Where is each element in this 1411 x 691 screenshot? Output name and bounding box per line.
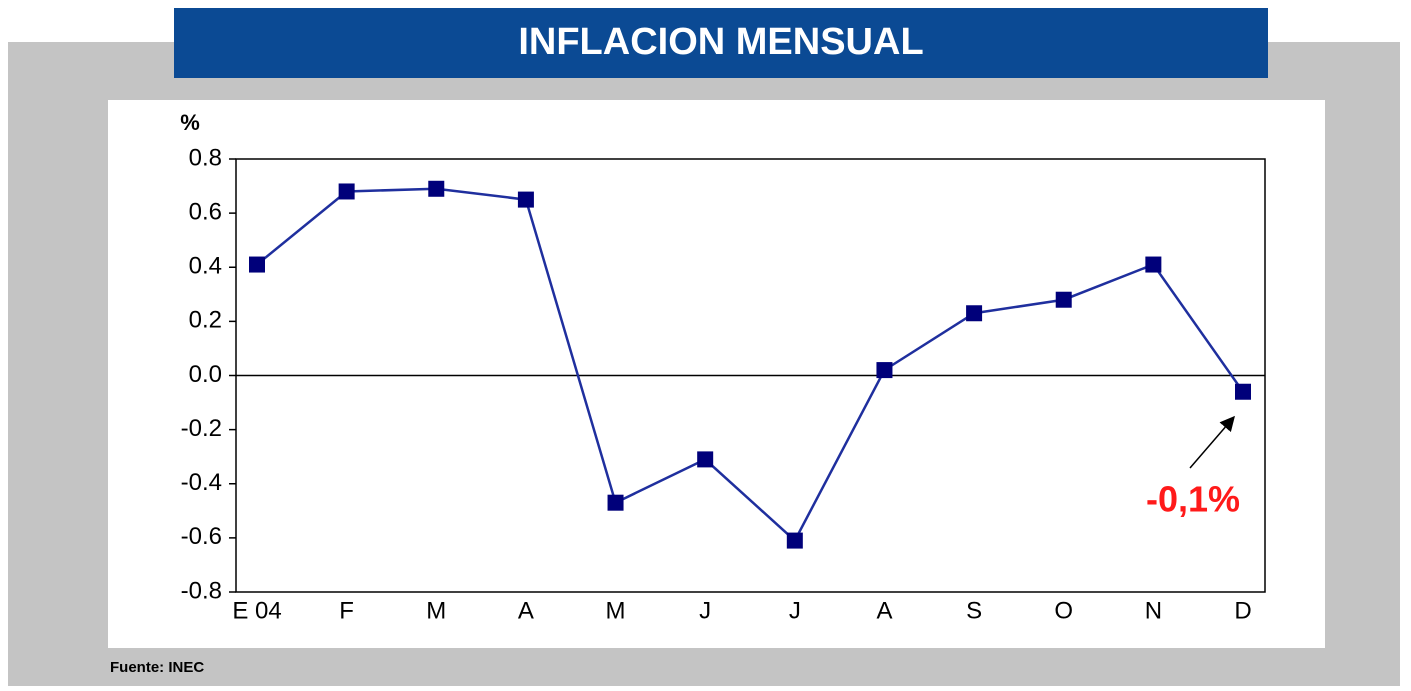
point-marker: [249, 256, 265, 273]
y-tick-label: -0.6: [181, 523, 222, 550]
y-tick-label: -0.4: [181, 469, 222, 496]
annotation-arrow: [1189, 415, 1235, 469]
chart-title: INFLACION MENSUAL: [518, 21, 923, 63]
x-tick-label: M: [426, 597, 446, 624]
y-tick-label: 0.6: [189, 198, 222, 225]
x-tick-label: E 04: [232, 597, 281, 624]
x-tick-label: F: [339, 597, 354, 624]
point-marker: [876, 362, 893, 379]
point-marker: [1055, 291, 1072, 308]
series-line: [256, 187, 1245, 543]
x-tick-label: A: [518, 597, 534, 624]
point-marker: [697, 451, 714, 468]
y-tick-label: -0.2: [181, 415, 222, 442]
y-tick-label: 0.2: [189, 307, 222, 334]
y-tick-label: 0.0: [189, 361, 222, 388]
y-tick-label: -0.8: [181, 577, 222, 604]
x-tick-label: M: [606, 597, 626, 624]
point-marker: [966, 305, 983, 322]
x-tick-label: J: [699, 597, 711, 624]
source: Fuente: INEC: [110, 659, 204, 676]
y-tick-label: 0.4: [189, 253, 222, 280]
x-tick-label: A: [876, 597, 892, 624]
x-tick-label: O: [1054, 597, 1073, 624]
title-bar: [174, 8, 1268, 78]
y-tick-label: 0.8: [189, 144, 222, 171]
x-tick-label: S: [966, 597, 982, 624]
point-marker: [786, 532, 803, 549]
x-tick-label: D: [1234, 597, 1251, 624]
point-marker: [428, 180, 445, 197]
y-axis-label: %: [180, 110, 200, 135]
point-marker: [338, 183, 355, 200]
point-marker: [1235, 383, 1251, 400]
point-marker: [607, 494, 624, 511]
annotation: -0,1%: [1146, 479, 1240, 520]
point-marker: [517, 191, 534, 208]
point-marker: [1145, 256, 1162, 273]
plot-panel: [108, 100, 1325, 648]
x-tick-label: J: [789, 597, 801, 624]
x-tick-label: N: [1145, 597, 1162, 624]
